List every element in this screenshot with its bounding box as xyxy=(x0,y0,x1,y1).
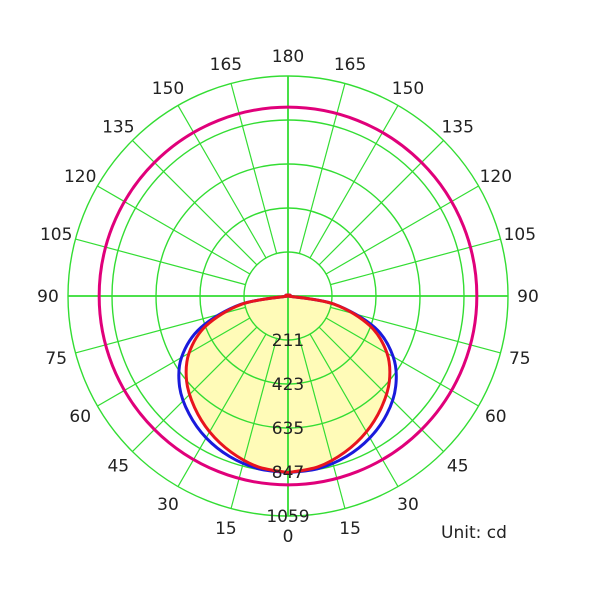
grid-spoke xyxy=(318,326,444,452)
grid-spoke xyxy=(230,338,278,509)
series-layer xyxy=(97,105,479,487)
angle-label: 105 xyxy=(504,225,536,245)
angle-label: 150 xyxy=(152,79,184,99)
grid-spoke xyxy=(298,83,346,254)
angle-label: 165 xyxy=(210,55,242,75)
angle-label: 105 xyxy=(40,225,72,245)
series-circle-0 xyxy=(97,105,479,487)
grid-spoke xyxy=(309,333,399,487)
grid-spoke xyxy=(75,238,246,286)
radial-tick-label: 423 xyxy=(272,375,304,395)
radial-tick-label: 211 xyxy=(272,331,304,351)
grid-spoke xyxy=(318,140,444,266)
radial-tick-label: 1059 xyxy=(266,507,309,527)
angle-label: 90 xyxy=(37,287,59,307)
angle-label: 45 xyxy=(447,457,469,477)
grid-spoke xyxy=(330,238,501,286)
radial-tick-label: 847 xyxy=(272,463,304,483)
angle-label: 150 xyxy=(392,79,424,99)
angle-label: 15 xyxy=(215,519,237,539)
angle-label: 165 xyxy=(334,55,366,75)
angle-label: 30 xyxy=(397,495,419,515)
series-line-2 xyxy=(184,293,392,475)
angle-label: 0 xyxy=(283,527,294,547)
grid-spoke xyxy=(325,317,479,407)
grid-spoke xyxy=(177,105,267,259)
grid-spoke xyxy=(132,326,258,452)
angle-label: 120 xyxy=(480,167,512,187)
angle-label: 180 xyxy=(272,47,304,67)
angle-label: 90 xyxy=(517,287,539,307)
angle-label: 30 xyxy=(157,495,179,515)
grid-spoke xyxy=(97,185,251,275)
grid-spoke xyxy=(325,185,479,275)
grid-spoke xyxy=(298,338,346,509)
angle-label: 75 xyxy=(509,349,531,369)
angle-label: 75 xyxy=(45,349,67,369)
angle-label: 135 xyxy=(441,117,473,137)
grid-spoke xyxy=(230,83,278,254)
unit-label: Unit: cd xyxy=(441,523,507,543)
angle-label: 15 xyxy=(339,519,361,539)
grid-spoke xyxy=(132,140,258,266)
angle-label: 135 xyxy=(102,117,134,137)
grid-spoke xyxy=(309,105,399,259)
angle-label: 45 xyxy=(107,457,129,477)
radial-tick-label: 635 xyxy=(272,419,304,439)
grid-spoke xyxy=(97,317,251,407)
grid-spoke xyxy=(177,333,267,487)
label-layer: 0 15 30 45 60 75 90 105 120 135 150 165 180 165 150 135… xyxy=(37,47,539,547)
angle-label: 120 xyxy=(64,167,96,187)
angle-label: 60 xyxy=(69,407,91,427)
angle-label: 60 xyxy=(485,407,507,427)
